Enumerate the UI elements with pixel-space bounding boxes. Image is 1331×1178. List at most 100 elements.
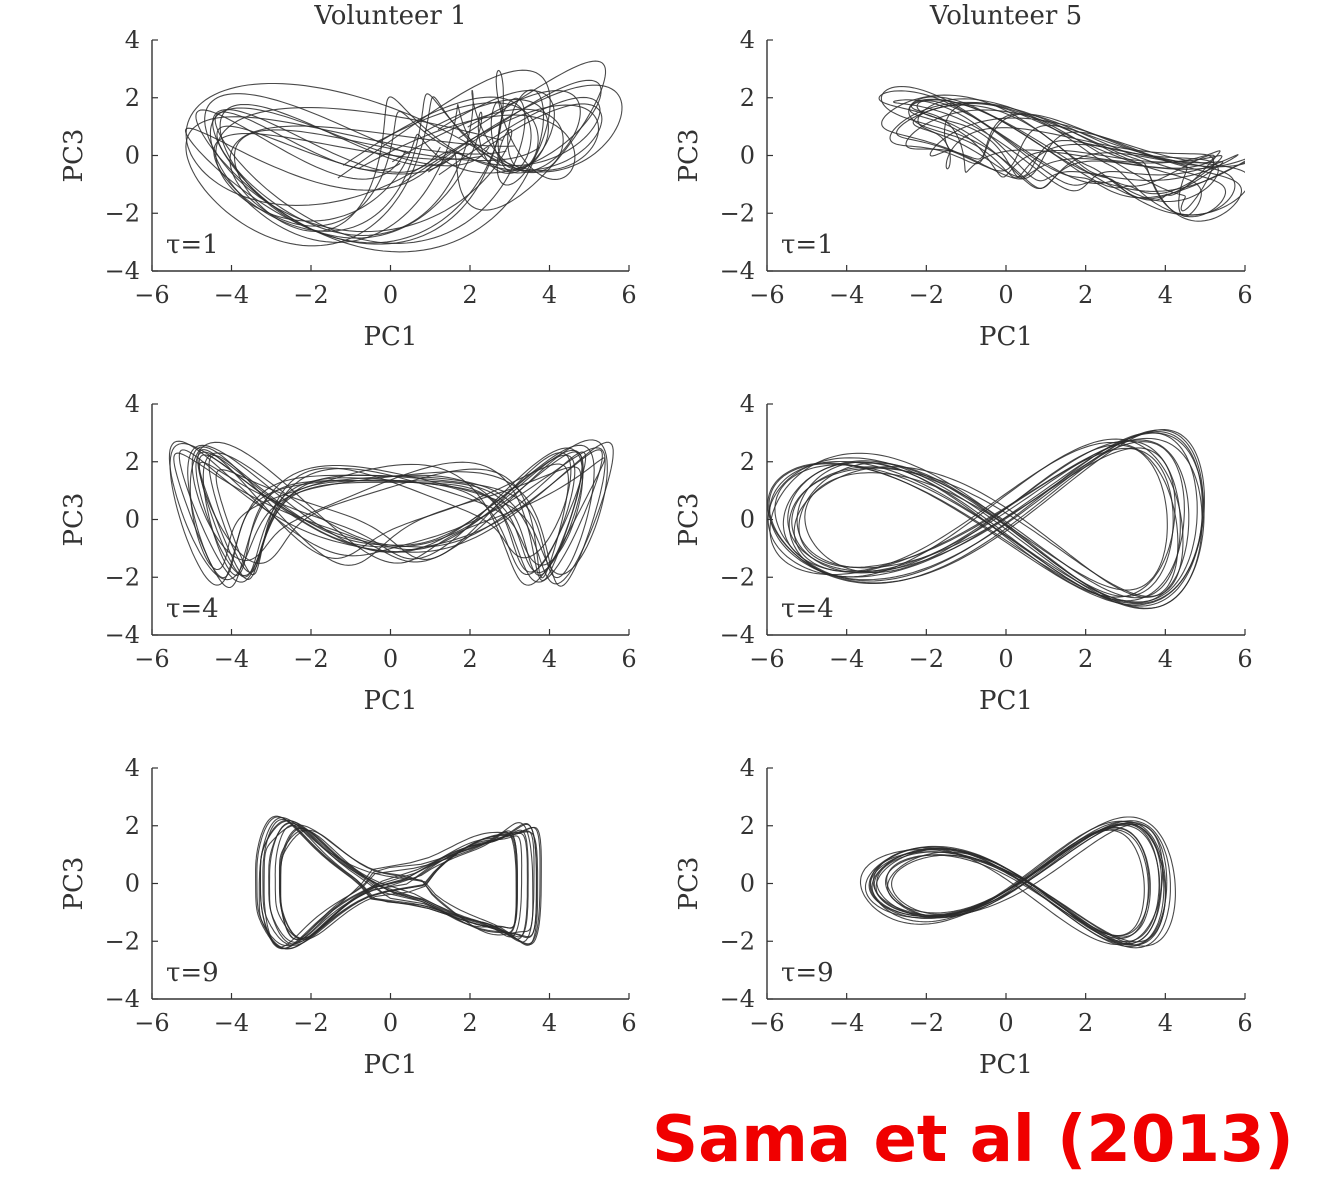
trajectory-line (256, 816, 541, 950)
x-tick-label: 0 (383, 281, 398, 309)
tau-annotation: τ=9 (781, 958, 834, 988)
citation-text: Sama et al (2013) (652, 1103, 1294, 1177)
x-tick-label: 2 (462, 1009, 477, 1037)
trajectory-line (769, 437, 1203, 609)
y-tick-label: 0 (740, 142, 755, 170)
trajectory-line (910, 98, 1221, 201)
x-tick-label: −4 (829, 645, 864, 673)
y-axis-label: PC3 (59, 129, 89, 183)
trajectory-line (233, 96, 603, 232)
x-tick-label: 6 (621, 281, 636, 309)
x-tick-label: −4 (214, 645, 249, 673)
trajectory-line (215, 79, 602, 222)
x-tick-label: 6 (621, 1009, 636, 1037)
y-tick-label: −4 (105, 621, 140, 649)
x-tick-label: 2 (462, 281, 477, 309)
y-tick-label: 2 (740, 448, 755, 476)
y-tick-label: 2 (740, 84, 755, 112)
x-tick-label: 6 (1237, 281, 1252, 309)
y-tick-label: −4 (720, 257, 755, 285)
x-tick-label: 0 (998, 1009, 1013, 1037)
x-tick-label: 4 (1158, 1009, 1173, 1037)
y-tick-label: 0 (125, 142, 140, 170)
x-axis-label: PC1 (979, 1050, 1033, 1080)
y-tick-label: −2 (720, 927, 755, 955)
y-axis-label: PC3 (674, 857, 704, 911)
trajectory-line (767, 429, 1205, 606)
x-tick-label: −2 (293, 281, 328, 309)
y-tick-label: 2 (125, 448, 140, 476)
trajectory-line (793, 441, 1179, 598)
y-tick-label: −4 (720, 621, 755, 649)
tau-annotation: τ=4 (166, 594, 219, 624)
trajectory-line (891, 829, 1145, 937)
y-tick-label: −2 (105, 563, 140, 591)
y-axis-label: PC3 (674, 129, 704, 183)
x-axis-label: PC1 (364, 1050, 418, 1080)
trajectory-line (204, 69, 551, 233)
trajectory-line (880, 85, 1245, 199)
y-tick-label: 0 (740, 506, 755, 534)
x-tick-label: −2 (909, 281, 944, 309)
x-tick-label: 4 (1158, 281, 1173, 309)
y-tick-label: −4 (720, 985, 755, 1013)
y-tick-label: 4 (125, 390, 140, 418)
tau-annotation: τ=1 (166, 230, 219, 260)
trajectory-line (258, 817, 539, 947)
x-tick-label: 0 (998, 281, 1013, 309)
x-tick-label: −4 (829, 281, 864, 309)
series-trajectories (255, 815, 542, 950)
x-axis-label: PC1 (364, 322, 418, 352)
trajectory-line (279, 827, 518, 940)
trajectory-line (209, 90, 581, 243)
trajectory-line (878, 90, 1245, 192)
trajectory-line (796, 447, 1176, 598)
x-axis-label: PC1 (364, 686, 418, 716)
trajectory-line (893, 99, 1239, 192)
trajectory-line (216, 89, 564, 237)
y-tick-label: 0 (740, 870, 755, 898)
x-tick-label: 2 (1078, 281, 1093, 309)
trajectory-line (929, 102, 1202, 217)
x-tick-label: 4 (1158, 645, 1173, 673)
trajectory-line (889, 101, 1243, 222)
trajectory-line (259, 819, 537, 950)
trajectory-line (219, 89, 555, 239)
x-tick-label: −4 (214, 1009, 249, 1037)
y-tick-label: 4 (125, 754, 140, 782)
series-trajectories (168, 439, 614, 589)
y-axis-label: PC3 (59, 857, 89, 911)
trajectory-line (868, 821, 1168, 947)
y-axis-label: PC3 (674, 493, 704, 547)
x-axis-label: PC1 (979, 686, 1033, 716)
x-tick-label: −6 (134, 645, 169, 673)
y-tick-label: 4 (740, 754, 755, 782)
tau-annotation: τ=4 (781, 594, 834, 624)
y-tick-label: −2 (720, 563, 755, 591)
y-tick-label: 4 (740, 390, 755, 418)
x-tick-label: 6 (1237, 645, 1252, 673)
x-tick-label: −6 (749, 645, 784, 673)
y-axis-label: PC3 (59, 493, 89, 547)
trajectory-line (229, 96, 601, 227)
x-tick-label: 0 (383, 645, 398, 673)
x-tick-label: −2 (909, 1009, 944, 1037)
panel-title: Volunteer 5 (929, 1, 1082, 31)
panel-title: Volunteer 1 (313, 1, 466, 31)
y-tick-label: 0 (125, 506, 140, 534)
y-tick-label: −2 (105, 199, 140, 227)
tau-annotation: τ=9 (166, 958, 219, 988)
x-tick-label: −2 (293, 645, 328, 673)
series-trajectories (767, 429, 1205, 610)
trajectory-line (195, 89, 545, 253)
y-tick-label: 2 (740, 812, 755, 840)
x-tick-label: −4 (214, 281, 249, 309)
trajectory-line (872, 823, 1164, 946)
y-tick-label: 2 (125, 812, 140, 840)
trajectory-line (214, 96, 532, 244)
